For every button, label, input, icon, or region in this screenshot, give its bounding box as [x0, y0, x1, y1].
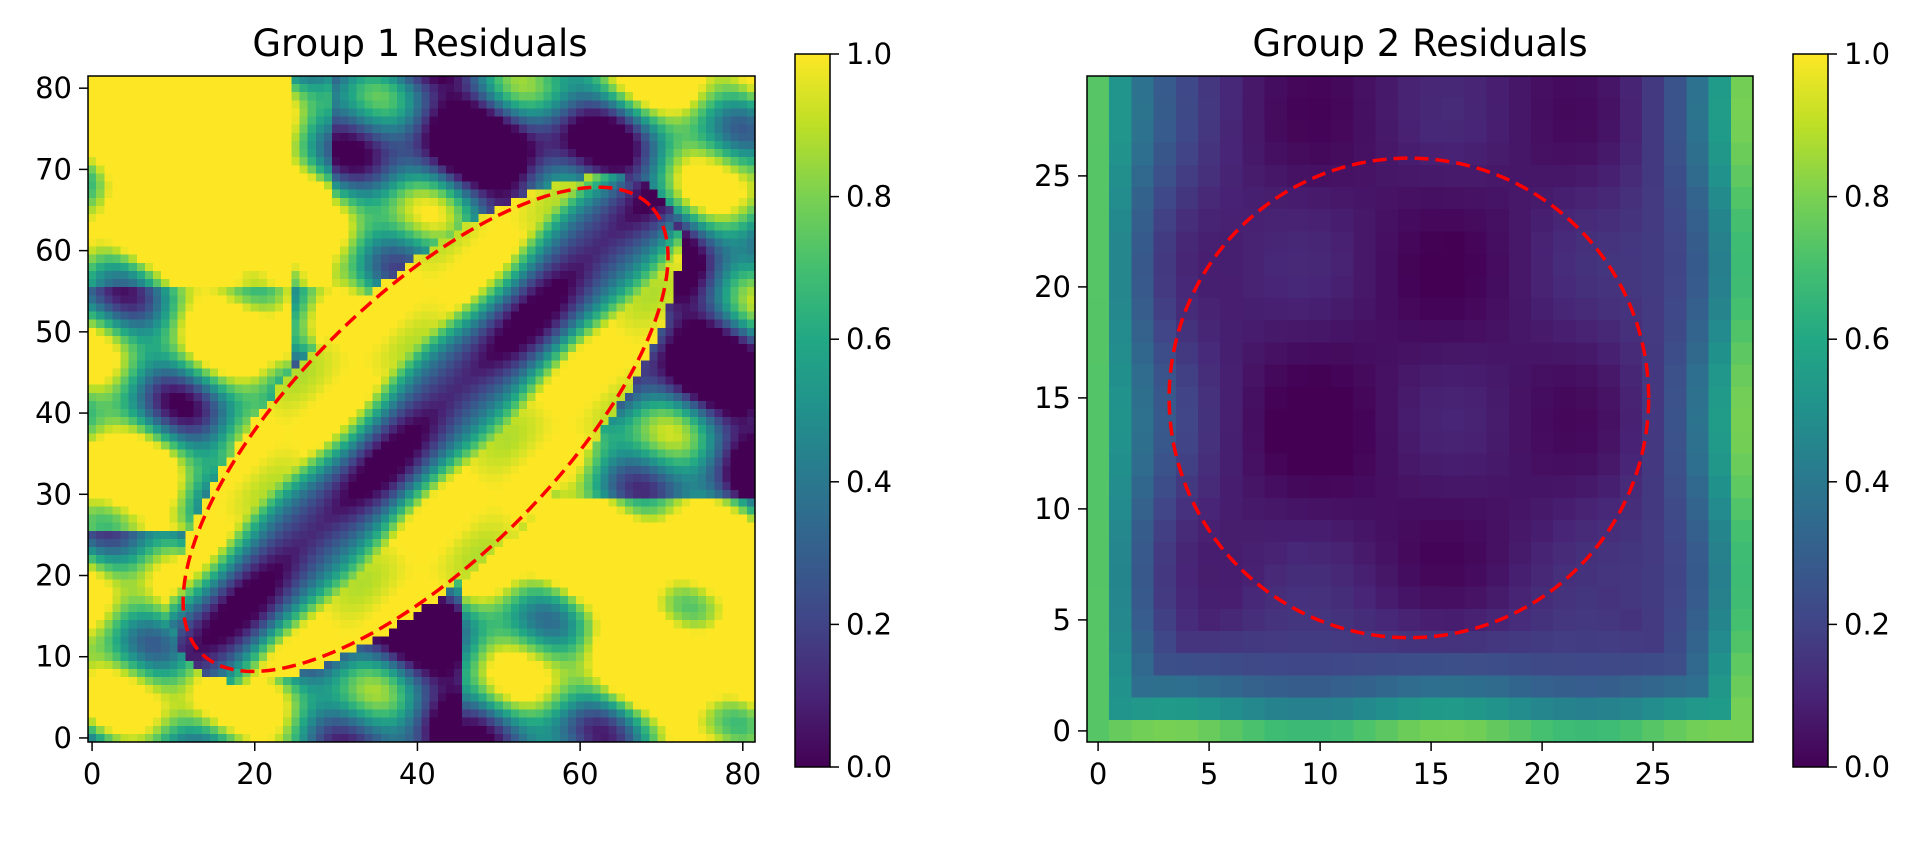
colorbar-gradient	[1792, 53, 1829, 768]
colorbar-tick-label: 0.2	[846, 607, 892, 641]
group2-heatmap-panel: Group 2 Residuals 0 5 10 15 20 25 0 5 10 15 20 25	[1034, 22, 1754, 791]
colorbar-tick-label: 0.6	[846, 322, 892, 356]
group2-y-ticks: 0 5 10 15 20 25	[1034, 159, 1087, 748]
group1-axes-frame	[87, 75, 756, 743]
group2-heatmap-image	[1087, 76, 1753, 742]
y-tick-label: 50	[35, 315, 72, 349]
y-tick-label: 5	[1053, 603, 1071, 637]
group2-x-ticks: 0 5 10 15 20 25	[1089, 742, 1672, 791]
x-tick-label: 60	[562, 757, 599, 791]
group1-y-ticks: 0 10 20 30 40 50 60 70 80	[35, 71, 88, 755]
colorbar-tick-label: 0.2	[1844, 607, 1890, 641]
y-tick-label: 70	[35, 152, 72, 186]
y-tick-label: 40	[35, 396, 72, 430]
x-tick-label: 0	[83, 757, 101, 791]
y-tick-label: 0	[1053, 714, 1071, 748]
y-tick-label: 15	[1034, 381, 1071, 415]
x-tick-label: 0	[1089, 757, 1107, 791]
x-tick-label: 20	[236, 757, 273, 791]
x-tick-label: 80	[724, 757, 761, 791]
colorbar-tick-label: 1.0	[1844, 37, 1890, 71]
colorbar-tick-label: 0.6	[1844, 322, 1890, 356]
group1-x-ticks: 0 20 40 60 80	[83, 742, 761, 791]
colorbar-tick-label: 0.8	[1844, 180, 1890, 214]
y-tick-label: 20	[35, 559, 72, 593]
x-tick-label: 10	[1302, 757, 1339, 791]
x-tick-label: 25	[1635, 757, 1672, 791]
group1-colorbar: 0.0 0.2 0.4 0.6 0.8 1.0	[794, 37, 892, 784]
colorbar-tick-label: 0.0	[1844, 750, 1890, 784]
group1-heatmap-panel: Group 1 Residuals 0 20 40 60 80 0 10 20 30 40 50 6…	[35, 22, 761, 791]
group2-title: Group 2 Residuals	[1252, 22, 1587, 65]
colorbar-tick-label: 0.4	[1844, 465, 1890, 499]
colorbar-gradient	[794, 53, 831, 768]
colorbar-tick-label: 0.0	[846, 750, 892, 784]
y-tick-label: 60	[35, 234, 72, 268]
y-tick-label: 10	[1034, 492, 1071, 526]
group1-title: Group 1 Residuals	[252, 22, 587, 65]
y-tick-label: 30	[35, 477, 72, 511]
group1-heatmap-image	[88, 76, 755, 742]
y-tick-label: 80	[35, 71, 72, 105]
colorbar-tick-label: 0.4	[846, 465, 892, 499]
x-tick-label: 5	[1200, 757, 1218, 791]
y-tick-label: 0	[54, 721, 72, 755]
group2-colorbar: 0.0 0.2 0.4 0.6 0.8 1.0	[1792, 37, 1890, 784]
group2-axes-frame	[1086, 75, 1754, 743]
x-tick-label: 15	[1413, 757, 1450, 791]
x-tick-label: 40	[399, 757, 436, 791]
y-tick-label: 25	[1034, 159, 1071, 193]
colorbar-tick-label: 1.0	[846, 37, 892, 71]
colorbar-tick-label: 0.8	[846, 180, 892, 214]
y-tick-label: 10	[35, 640, 72, 674]
y-tick-label: 20	[1034, 270, 1071, 304]
x-tick-label: 20	[1524, 757, 1561, 791]
